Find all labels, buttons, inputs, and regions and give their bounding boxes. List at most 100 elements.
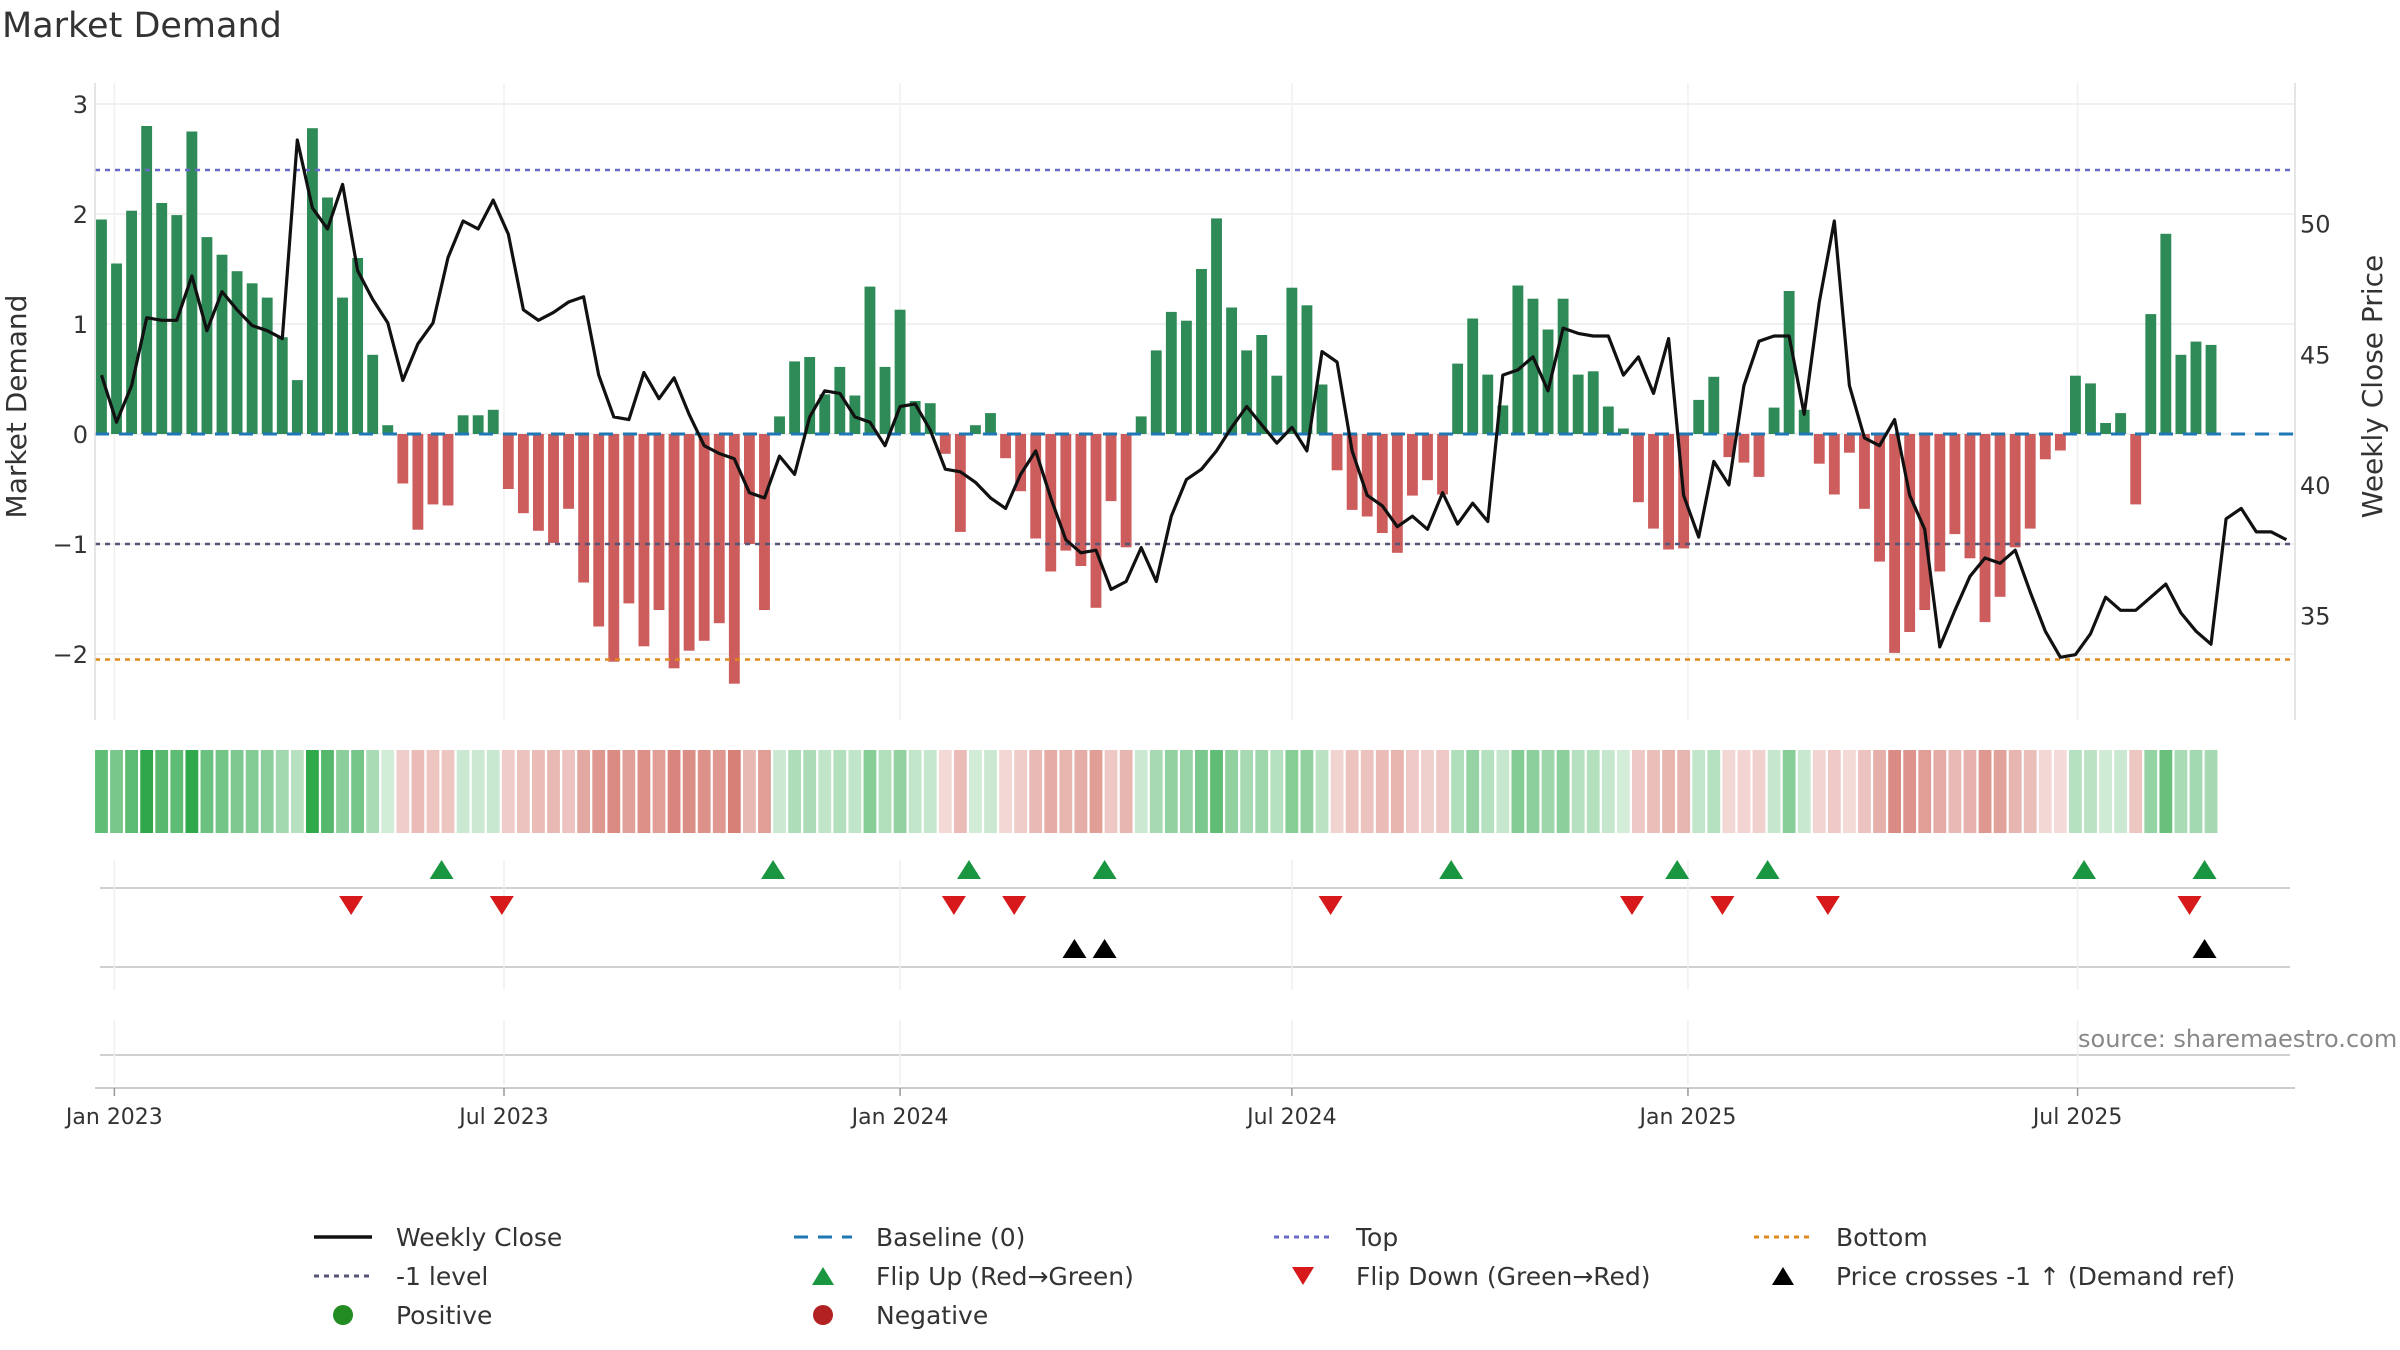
flip-down-marker bbox=[339, 896, 364, 915]
negative-bar bbox=[1090, 434, 1102, 608]
negative-bar bbox=[2009, 434, 2021, 548]
positive-bar bbox=[2205, 344, 2217, 434]
flip-up-marker bbox=[761, 860, 786, 879]
weekly_close-legend-symbol bbox=[314, 1235, 372, 1239]
x-tick-label: Jul 2024 bbox=[1245, 1105, 1337, 1130]
positive-bar bbox=[985, 413, 996, 434]
heat-cell-positive bbox=[215, 750, 229, 833]
flip_up-legend-symbol bbox=[812, 1267, 834, 1285]
positive-bar bbox=[1180, 320, 1192, 434]
positive-bar bbox=[111, 263, 122, 434]
positive-bar bbox=[2160, 233, 2172, 434]
heat-cell-negative bbox=[1647, 750, 1660, 833]
heat-cell-negative bbox=[1948, 750, 1962, 833]
flip-up-marker bbox=[1092, 860, 1117, 879]
positive-bar bbox=[171, 215, 183, 434]
heat-cell-positive bbox=[200, 750, 214, 833]
heat-cell-positive bbox=[1797, 750, 1811, 833]
negative-bar bbox=[1331, 434, 1343, 471]
legend-item-weekly_close: Weekly Close bbox=[312, 1222, 562, 1252]
price_cross-legend-symbol bbox=[1772, 1267, 1794, 1285]
heat-cell-negative bbox=[682, 750, 696, 833]
heat-cell-positive bbox=[923, 750, 937, 833]
heat-cell-positive bbox=[2084, 750, 2097, 833]
negative-bar bbox=[1874, 434, 1885, 562]
heat-cell-negative bbox=[1903, 750, 1917, 833]
positive-legend-symbol bbox=[333, 1305, 353, 1325]
heat-cell-positive bbox=[336, 750, 349, 833]
negative-bar bbox=[683, 434, 695, 651]
flip-down-marker bbox=[1002, 896, 1027, 915]
heat-cell-negative bbox=[712, 750, 726, 833]
flip_down-legend-shape bbox=[1292, 1267, 1314, 1285]
flip-down-marker bbox=[1710, 896, 1735, 915]
positive-bar bbox=[1587, 371, 1599, 434]
heat-cell-negative bbox=[652, 750, 666, 833]
heat-cell-positive bbox=[2204, 750, 2218, 833]
positive-bar bbox=[774, 416, 785, 434]
heat-cell-negative bbox=[592, 750, 606, 833]
positive-bar bbox=[804, 357, 816, 434]
heat-cell-negative bbox=[501, 750, 515, 833]
heat-cell-negative bbox=[1933, 750, 1947, 833]
negative-bar bbox=[1934, 434, 1946, 572]
negative-bar bbox=[728, 434, 740, 684]
heat-cell-positive bbox=[245, 750, 259, 833]
heat-cell-positive bbox=[773, 750, 786, 833]
bottom-legend-symbol bbox=[1754, 1235, 1812, 1239]
negative-bar bbox=[1979, 434, 1991, 623]
heat-cell-positive bbox=[170, 750, 184, 833]
heat-cell-negative bbox=[516, 750, 530, 833]
heat-cell-negative bbox=[727, 750, 741, 833]
flip-down-marker bbox=[1815, 896, 1840, 915]
heat-cell-negative bbox=[1827, 750, 1841, 833]
heat-cell-negative bbox=[758, 750, 771, 833]
legend-label: -1 level bbox=[396, 1261, 489, 1291]
negative-bar bbox=[2130, 434, 2142, 505]
heat-cell-positive bbox=[788, 750, 802, 833]
y2-tick-label: 35 bbox=[2300, 603, 2331, 631]
heat-cell-positive bbox=[275, 750, 289, 833]
negative-bar bbox=[1919, 434, 1931, 610]
flip-down-marker bbox=[2177, 896, 2202, 915]
legend-item-positive: Positive bbox=[312, 1300, 492, 1330]
y-tick-label: 0 bbox=[73, 421, 88, 449]
heat-cell-positive bbox=[1586, 750, 1600, 833]
negative-bar bbox=[1994, 434, 2006, 597]
price-cross-marker bbox=[1092, 939, 1117, 958]
negative-bar bbox=[1422, 434, 1433, 481]
negative-bar bbox=[1120, 434, 1132, 548]
heat-cell-positive bbox=[366, 750, 380, 833]
heat-cell-positive bbox=[1255, 750, 1269, 833]
negative-legend-symbol bbox=[813, 1305, 833, 1325]
heat-cell-positive bbox=[863, 750, 877, 833]
heat-cell-negative bbox=[938, 750, 952, 833]
heat-cell-negative bbox=[953, 750, 967, 833]
negative-bar bbox=[1000, 434, 1011, 459]
heat-cell-negative bbox=[1406, 750, 1419, 833]
negative-bar bbox=[939, 434, 951, 454]
positive-bar bbox=[352, 258, 364, 434]
heat-cell-positive bbox=[2174, 750, 2188, 833]
heat-cell-positive bbox=[969, 750, 982, 833]
positive-bar bbox=[1693, 399, 1705, 434]
heat-cell-positive bbox=[1225, 750, 1238, 833]
negative-bar bbox=[1391, 434, 1403, 553]
negative-bar bbox=[713, 434, 725, 624]
legend-item-negative: Negative bbox=[792, 1300, 988, 1330]
negative-bar bbox=[427, 434, 439, 505]
y2-tick-label: 45 bbox=[2300, 341, 2331, 369]
heat-cell-negative bbox=[1737, 750, 1751, 833]
heat-cell-positive bbox=[95, 750, 108, 833]
heat-cell-positive bbox=[1571, 750, 1585, 833]
heat-cell-positive bbox=[1466, 750, 1480, 833]
positive-bar bbox=[970, 425, 981, 434]
negative-bar bbox=[548, 434, 559, 543]
positive-bar bbox=[216, 254, 228, 434]
flip-up-marker bbox=[2072, 860, 2097, 879]
positive-bar bbox=[1196, 269, 1207, 434]
heat-cell-negative bbox=[1632, 750, 1645, 833]
positive-bar bbox=[306, 128, 318, 434]
heat-cell-positive bbox=[1526, 750, 1540, 833]
heat-cell-negative bbox=[1074, 750, 1088, 833]
